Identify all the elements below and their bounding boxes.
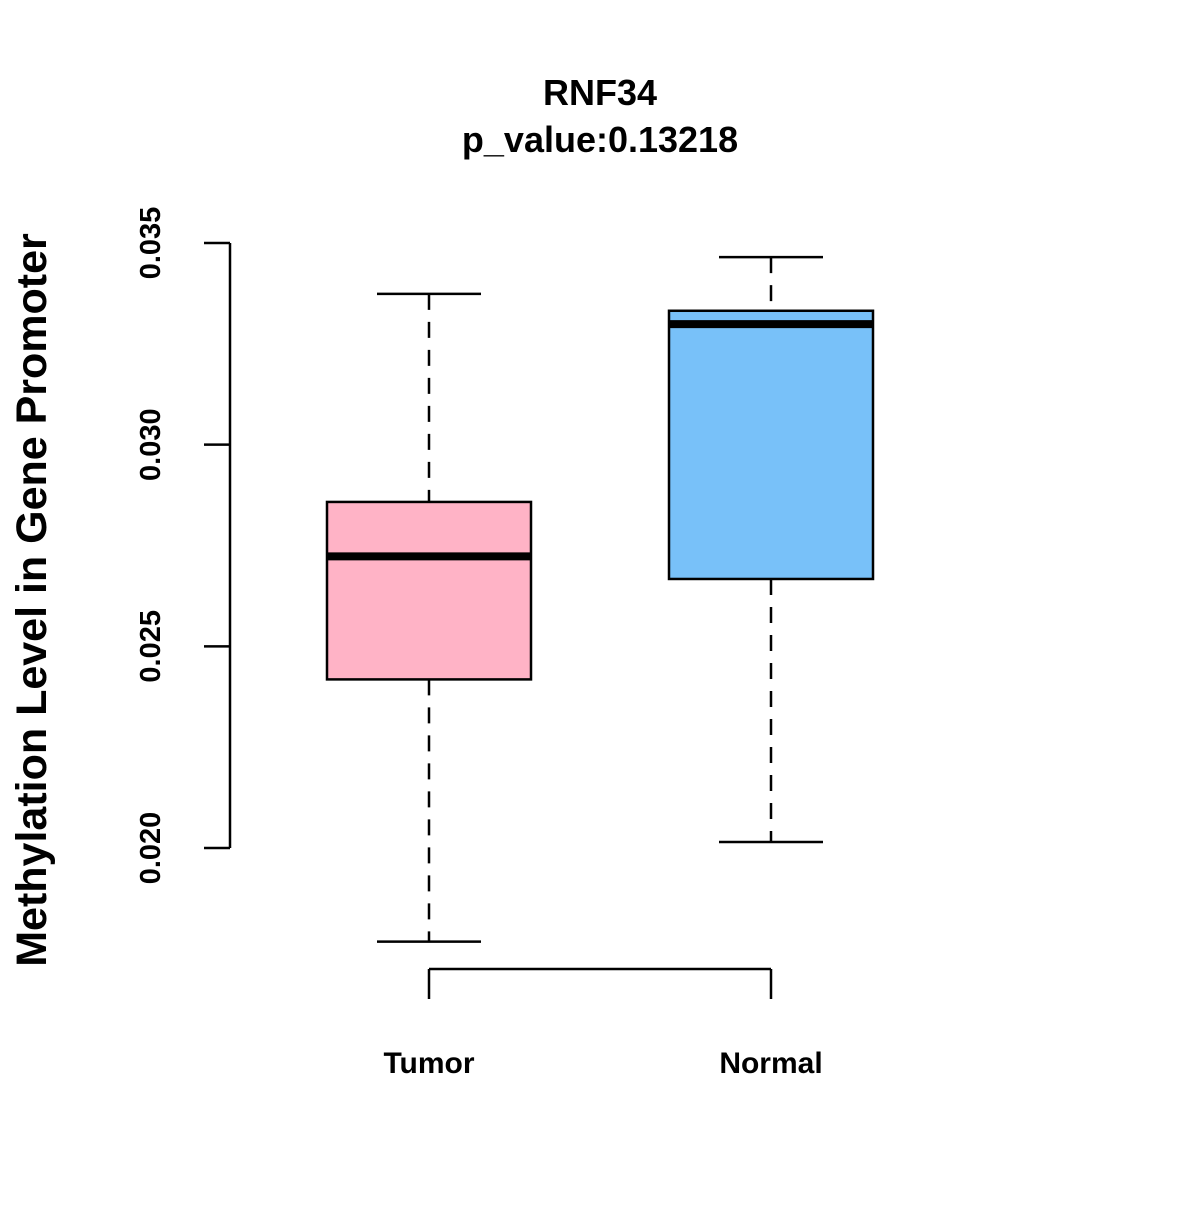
chart-subtitle: p_value:0.13218 bbox=[462, 119, 738, 160]
iqr-box bbox=[325, 500, 533, 681]
y-axis: 0.020 0.025 0.030 0.035 bbox=[135, 207, 232, 885]
y-tick-label: 0.025 bbox=[135, 610, 167, 683]
y-tick-label: 0.030 bbox=[135, 408, 167, 481]
chart-title: RNF34 bbox=[543, 72, 657, 113]
x-axis: Tumor Normal bbox=[383, 967, 823, 1080]
y-tick-label: 0.020 bbox=[135, 812, 167, 885]
iqr-box bbox=[667, 309, 875, 581]
x-tick-label-normal: Normal bbox=[719, 1047, 822, 1080]
box-group bbox=[325, 255, 875, 943]
x-tick-label-tumor: Tumor bbox=[383, 1047, 474, 1080]
box-normal bbox=[667, 255, 875, 844]
box-tumor bbox=[325, 292, 533, 943]
y-axis-label: Methylation Level in Gene Promoter bbox=[8, 233, 56, 967]
y-tick-label: 0.035 bbox=[135, 207, 167, 280]
